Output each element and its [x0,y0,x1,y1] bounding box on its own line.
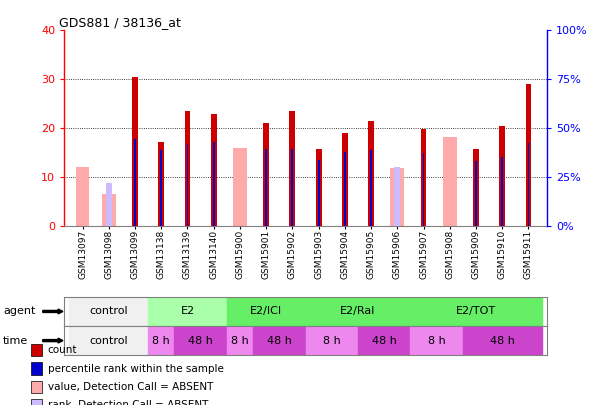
Bar [344,151,346,226]
Text: GDS881 / 38136_at: GDS881 / 38136_at [59,16,181,29]
Text: 48 h: 48 h [371,336,397,345]
Bar [148,326,174,355]
Text: E2/ICI: E2/ICI [250,307,282,316]
Bar [368,121,374,226]
Bar [70,326,148,355]
Text: E2: E2 [180,307,194,316]
Bar [390,168,404,226]
Bar [463,326,541,355]
Bar [411,297,541,326]
Bar [318,160,320,226]
Bar [227,297,306,326]
Bar [306,326,358,355]
Text: percentile rank within the sample: percentile rank within the sample [48,364,224,373]
Bar [499,126,505,226]
Bar [265,149,267,226]
Bar [290,111,295,226]
Bar [342,133,348,226]
Bar [501,157,503,226]
Text: control: control [89,336,128,345]
Bar [185,111,191,226]
Bar [443,137,456,226]
Text: 8 h: 8 h [231,336,249,345]
Bar [186,144,188,226]
Bar [158,142,164,226]
Bar [227,326,253,355]
Bar [132,77,138,226]
Bar [411,326,463,355]
Text: value, Detection Call = ABSENT: value, Detection Call = ABSENT [48,382,213,392]
Bar [160,150,162,226]
Text: count: count [48,345,77,355]
Bar [420,129,426,226]
Bar [70,297,148,326]
Bar [370,150,372,226]
Bar [106,183,112,226]
Bar [525,84,532,226]
Text: 8 h: 8 h [428,336,445,345]
Bar [473,149,479,226]
Text: 8 h: 8 h [323,336,340,345]
Bar [306,297,411,326]
Bar [76,167,89,226]
Bar [291,149,293,226]
Bar [358,326,411,355]
Text: time: time [3,336,28,345]
Text: agent: agent [3,307,35,316]
Bar [263,123,269,226]
Bar [253,326,306,355]
Text: 48 h: 48 h [490,336,514,345]
Text: control: control [89,307,128,316]
Text: 8 h: 8 h [152,336,170,345]
Bar [174,326,227,355]
Bar [213,142,214,226]
Bar [233,148,247,226]
Text: E2/Ral: E2/Ral [340,307,376,316]
Text: 48 h: 48 h [188,336,213,345]
Bar [134,139,136,226]
Text: 48 h: 48 h [267,336,291,345]
Bar [423,153,425,226]
Bar [102,194,115,226]
Bar [211,115,216,226]
Bar [316,149,321,226]
Bar [148,297,227,326]
Text: E2/TOT: E2/TOT [456,307,496,316]
Bar [394,167,400,226]
Bar [475,162,477,226]
Text: rank, Detection Call = ABSENT: rank, Detection Call = ABSENT [48,400,208,405]
Bar [527,143,529,226]
